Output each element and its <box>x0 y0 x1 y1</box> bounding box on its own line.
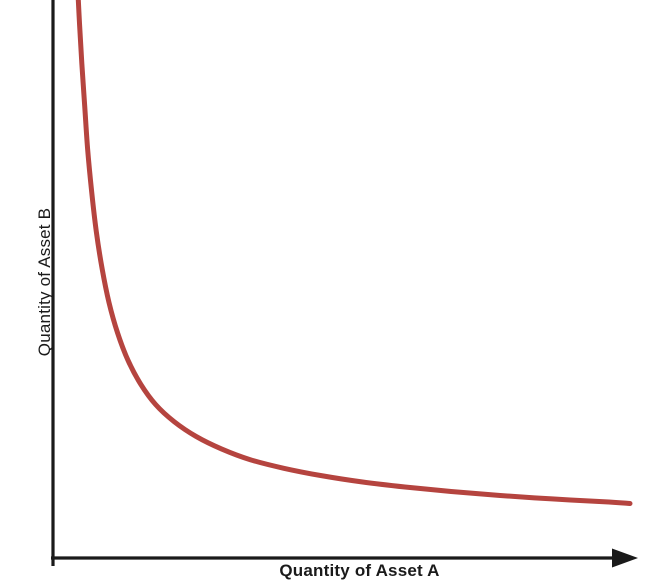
indifference-curve <box>75 0 633 506</box>
x-axis-arrowhead <box>612 548 638 568</box>
x-axis-label: Quantity of Asset A <box>279 561 440 580</box>
y-axis-label: Quantity of Asset B <box>35 207 54 357</box>
